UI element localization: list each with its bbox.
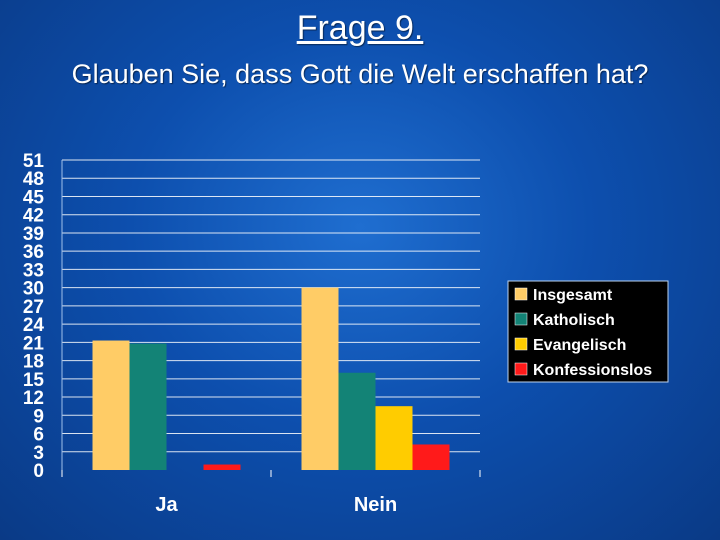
legend-swatch (514, 362, 528, 376)
legend-box (507, 280, 669, 383)
y-tick-label: 3 (33, 443, 44, 464)
y-tick-label: 9 (33, 406, 44, 427)
legend-swatch (514, 337, 528, 351)
y-tick-label: 12 (23, 388, 44, 409)
y-tick-label: 0 (33, 461, 44, 482)
y-tick-label: 39 (23, 224, 44, 245)
legend-entry: Konfessionslos (533, 362, 652, 379)
y-tick-label: 27 (23, 297, 44, 318)
legend-entry: Katholisch (533, 312, 615, 329)
y-tick-label: 42 (23, 206, 44, 227)
legend-entry: Evangelisch (533, 337, 626, 354)
slide-subtitle: Glauben Sie, dass Gott die Welt erschaff… (71, 59, 649, 89)
bar (375, 406, 413, 470)
y-tick-label: 15 (23, 370, 45, 391)
y-tick-label: 6 (33, 425, 44, 446)
bar (412, 444, 450, 470)
bars (92, 287, 450, 470)
bar (129, 343, 167, 470)
y-tick-label: 48 (23, 169, 44, 190)
y-tick-label: 36 (23, 242, 44, 263)
legend-swatch (514, 312, 528, 326)
bar (203, 464, 241, 470)
legend-entry: Insgesamt (533, 287, 613, 304)
x-category-label: Ja (155, 494, 178, 516)
legend: Insgesamt Katholisch Evangelisch Konfession… (507, 280, 669, 383)
x-category-label: Nein (354, 494, 397, 516)
y-tick-label: 18 (23, 352, 44, 373)
bar (301, 287, 339, 470)
legend-swatch (514, 287, 528, 301)
y-tick-label: 30 (23, 279, 44, 300)
y-tick-label: 51 (23, 151, 45, 172)
bar (338, 372, 376, 470)
y-tick-label: 21 (23, 333, 45, 354)
slide-title: Frage 9. (296, 9, 424, 47)
bar (92, 340, 130, 470)
y-tick-label: 33 (23, 260, 44, 281)
y-tick-label: 24 (23, 315, 45, 336)
x-axis: Ja Nein (61, 470, 481, 516)
y-tick-label: 45 (23, 187, 45, 208)
